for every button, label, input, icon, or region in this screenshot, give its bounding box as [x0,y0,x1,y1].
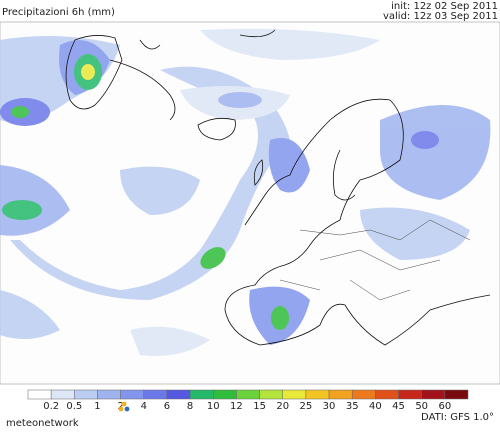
color-box [351,389,376,400]
legend-tick-label: 10 [207,401,220,412]
color-legend: 0.2 0.5 1 2 4 6 8 10 12 15 20 25 30 35 40 45 50 60 [27,389,469,412]
legend-tick-label: 4 [141,401,147,412]
color-box [120,389,145,400]
legend-tick-label: 25 [300,401,313,412]
color-box [236,389,260,400]
color-box [97,389,121,400]
color-box [143,389,168,400]
color-box [166,389,191,400]
legend-tick-label: 8 [187,401,193,412]
color-box [259,389,283,400]
color-box [398,389,422,400]
logo-text: meteonetwork [6,418,79,429]
legend-tick-label: 45 [392,401,405,412]
color-box [305,389,330,400]
legend-tick-label: 30 [323,401,336,412]
legend-tick-label: 20 [276,401,289,412]
legend-tick-label: 40 [369,401,382,412]
legend-tick-label: 0.5 [66,401,82,412]
color-box [27,389,52,400]
legend-tick-label: 60 [438,401,451,412]
logo: meteonetwork [6,401,130,429]
map-title: Precipitazioni 6h (mm) [2,7,115,18]
init-time: init: 12z 02 Sep 2011 [391,1,498,12]
legend-tick-label: 50 [415,401,428,412]
color-box [74,389,98,400]
color-box [50,389,75,400]
color-box [213,389,237,400]
legend-tick-label: 15 [253,401,266,412]
color-box [189,389,214,400]
legend-tick-label: 6 [164,401,170,412]
data-source: DATI: GFS 1.0° [421,412,494,423]
color-box [282,389,307,400]
map [0,21,500,385]
legend-tick-label: 0.2 [43,401,59,412]
color-box [421,389,446,400]
color-box [375,389,399,400]
legend-tick-label: 12 [230,401,243,412]
legend-tick-label: 2 [117,401,123,412]
legend-tick-label: 1 [94,401,100,412]
legend-tick-label: 35 [346,401,359,412]
valid-time: valid: 12z 03 Sep 2011 [383,11,498,22]
color-box [444,389,469,400]
color-box [328,389,353,400]
